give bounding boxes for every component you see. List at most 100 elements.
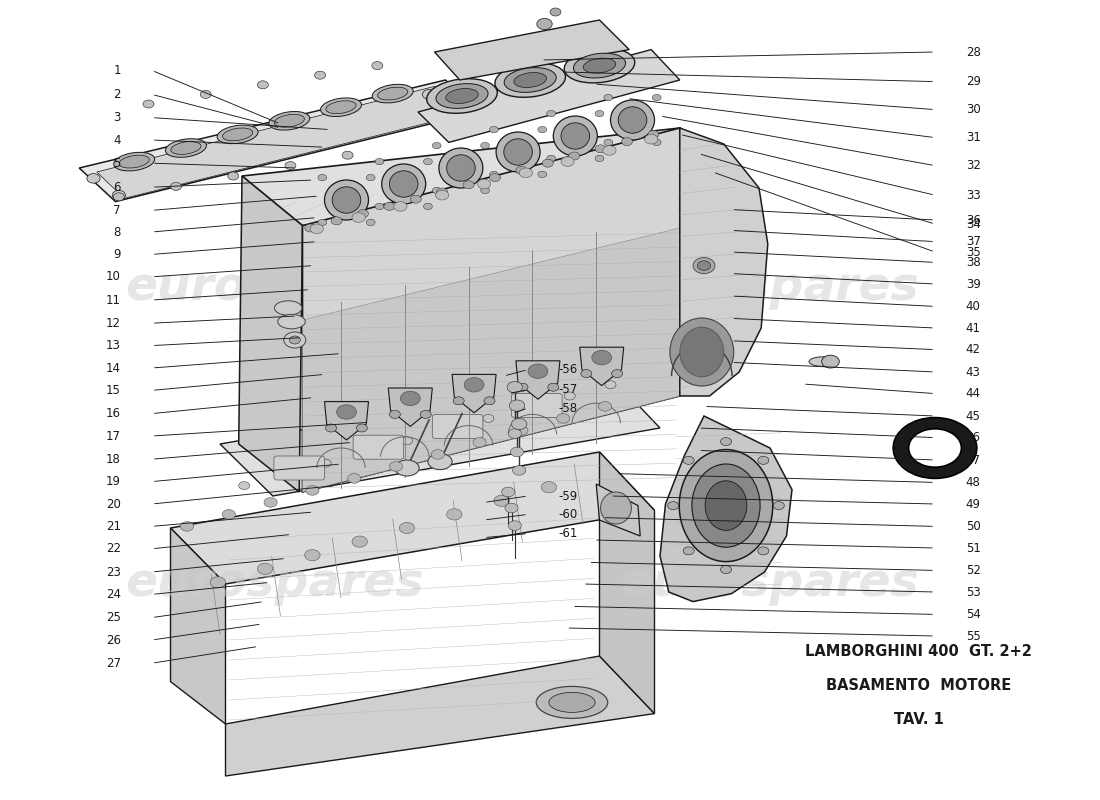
Circle shape xyxy=(305,550,320,561)
Text: 31: 31 xyxy=(966,131,981,144)
Circle shape xyxy=(481,187,490,194)
Polygon shape xyxy=(418,50,680,142)
Ellipse shape xyxy=(170,142,201,154)
Text: 16: 16 xyxy=(106,407,121,420)
Circle shape xyxy=(257,81,268,89)
Circle shape xyxy=(442,426,453,434)
Ellipse shape xyxy=(377,87,408,100)
Ellipse shape xyxy=(504,138,532,166)
Ellipse shape xyxy=(573,54,626,78)
Circle shape xyxy=(541,482,557,493)
Text: 35: 35 xyxy=(966,246,980,258)
Text: 40: 40 xyxy=(966,300,981,313)
Text: -59: -59 xyxy=(559,490,579,502)
Text: 30: 30 xyxy=(966,103,980,116)
Circle shape xyxy=(490,126,498,133)
Ellipse shape xyxy=(439,148,483,188)
Circle shape xyxy=(668,502,679,510)
Circle shape xyxy=(683,456,694,464)
Ellipse shape xyxy=(326,101,356,114)
Circle shape xyxy=(410,195,421,203)
Polygon shape xyxy=(97,86,462,198)
Ellipse shape xyxy=(389,170,418,198)
Circle shape xyxy=(305,224,316,232)
Ellipse shape xyxy=(549,692,595,712)
Circle shape xyxy=(473,438,486,447)
Circle shape xyxy=(547,110,556,117)
Circle shape xyxy=(508,521,521,530)
Circle shape xyxy=(200,90,211,98)
Circle shape xyxy=(289,336,300,344)
Circle shape xyxy=(516,166,527,174)
Ellipse shape xyxy=(372,84,414,103)
Ellipse shape xyxy=(446,89,478,103)
Circle shape xyxy=(512,418,527,430)
Text: 55: 55 xyxy=(966,630,980,642)
Polygon shape xyxy=(434,20,629,80)
Circle shape xyxy=(537,18,552,30)
Text: 19: 19 xyxy=(106,475,121,488)
Ellipse shape xyxy=(324,180,369,220)
Text: 1: 1 xyxy=(113,64,121,77)
FancyBboxPatch shape xyxy=(512,394,562,418)
Text: 2: 2 xyxy=(113,88,121,101)
Text: -56: -56 xyxy=(559,363,579,376)
Text: 5: 5 xyxy=(113,157,121,170)
Circle shape xyxy=(453,397,464,405)
Polygon shape xyxy=(302,128,680,492)
Circle shape xyxy=(604,94,613,101)
Text: 54: 54 xyxy=(966,608,981,621)
Circle shape xyxy=(524,403,535,411)
Circle shape xyxy=(264,498,277,507)
Circle shape xyxy=(538,126,547,133)
Circle shape xyxy=(561,157,574,166)
Circle shape xyxy=(447,509,462,520)
Circle shape xyxy=(645,134,658,144)
Text: 33: 33 xyxy=(966,189,980,202)
Text: 22: 22 xyxy=(106,542,121,555)
Ellipse shape xyxy=(277,314,306,329)
Circle shape xyxy=(320,459,331,467)
Circle shape xyxy=(143,100,154,108)
FancyBboxPatch shape xyxy=(274,456,324,480)
Circle shape xyxy=(361,448,372,456)
Text: 11: 11 xyxy=(106,294,121,306)
Text: 29: 29 xyxy=(966,75,981,88)
Circle shape xyxy=(448,106,461,115)
Text: 48: 48 xyxy=(966,476,981,489)
Circle shape xyxy=(569,152,580,160)
Circle shape xyxy=(595,110,604,117)
Text: 15: 15 xyxy=(106,384,121,397)
Circle shape xyxy=(513,466,526,475)
Circle shape xyxy=(436,190,449,200)
Circle shape xyxy=(389,462,403,471)
Circle shape xyxy=(228,172,239,180)
Text: 8: 8 xyxy=(113,226,121,238)
FancyBboxPatch shape xyxy=(353,435,404,459)
Circle shape xyxy=(697,261,711,270)
Circle shape xyxy=(285,162,296,170)
Text: 49: 49 xyxy=(966,498,981,510)
Polygon shape xyxy=(302,228,680,492)
Polygon shape xyxy=(580,347,624,386)
Circle shape xyxy=(222,510,235,519)
Circle shape xyxy=(507,382,522,393)
Ellipse shape xyxy=(514,73,547,87)
Polygon shape xyxy=(220,376,660,496)
Ellipse shape xyxy=(320,98,362,117)
Circle shape xyxy=(180,522,194,531)
Circle shape xyxy=(605,381,616,389)
Circle shape xyxy=(424,158,432,165)
Circle shape xyxy=(402,437,412,445)
Circle shape xyxy=(400,391,420,406)
Polygon shape xyxy=(170,452,654,584)
Polygon shape xyxy=(452,374,496,413)
Circle shape xyxy=(652,139,661,146)
Text: 28: 28 xyxy=(966,46,981,58)
Circle shape xyxy=(547,155,556,162)
Text: TAV. 1: TAV. 1 xyxy=(893,713,944,727)
Polygon shape xyxy=(170,528,226,724)
Circle shape xyxy=(592,350,612,365)
Circle shape xyxy=(310,224,323,234)
Ellipse shape xyxy=(332,186,361,214)
